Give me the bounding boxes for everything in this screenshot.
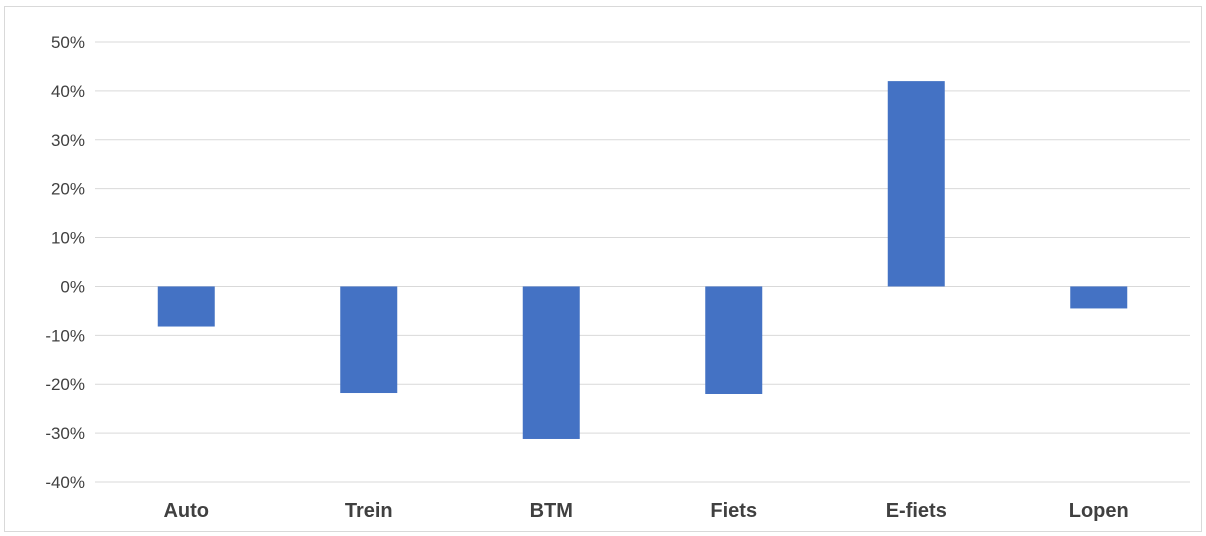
y-tick-label: -30%: [45, 424, 85, 443]
x-category-label: BTM: [530, 500, 573, 522]
x-category-label: Lopen: [1069, 500, 1129, 522]
y-tick-label: 10%: [51, 229, 85, 248]
x-category-label: Fiets: [710, 500, 757, 522]
y-tick-label: 20%: [51, 180, 85, 199]
chart-frame: [4, 6, 1202, 532]
y-tick-label: 0%: [60, 277, 85, 296]
gridlines: [95, 41, 1190, 483]
y-tick-label: 40%: [51, 82, 85, 101]
y-tick-label: -10%: [45, 326, 85, 345]
y-tick-label: 50%: [51, 33, 85, 52]
x-axis-category-labels: Auto Trein BTM Fiets E-fiets Lopen: [163, 500, 1128, 522]
x-category-label: E-fiets: [886, 500, 947, 522]
x-category-label: Auto: [163, 500, 209, 522]
bar-lopen: [1070, 286, 1128, 309]
bar-fiets: [705, 286, 763, 394]
bar-e-fiets: [887, 81, 945, 287]
bar-btm: [522, 286, 580, 439]
x-category-label: Trein: [345, 500, 393, 522]
y-axis-tick-labels: 50% 40% 30% 20% 10% 0% -10% -20% -30% -40%: [45, 33, 85, 492]
bar-auto: [157, 286, 215, 327]
y-tick-label: -40%: [45, 473, 85, 492]
y-tick-label: 30%: [51, 131, 85, 150]
y-tick-label: -20%: [45, 375, 85, 394]
bars: [157, 81, 1128, 439]
bar-trein: [340, 286, 398, 394]
